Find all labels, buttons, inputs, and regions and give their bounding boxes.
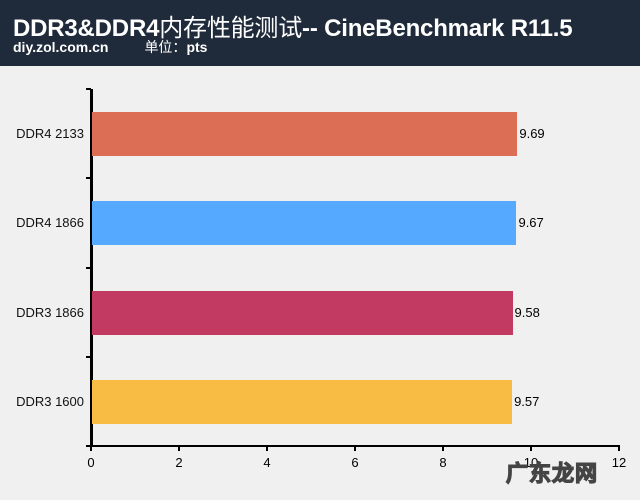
y-axis — [90, 89, 93, 447]
category-label: DDR4 1866 — [16, 215, 84, 231]
y-axis-tick — [86, 355, 91, 358]
chart-title: DDR3&DDR4内存性能测试-- CineBenchmark R11.5 — [13, 8, 573, 43]
x-axis-tick — [442, 445, 444, 451]
value-label: 9.67 — [518, 215, 544, 231]
watermark: 广东龙网 — [505, 460, 599, 486]
x-axis-tick-label: 10 — [523, 455, 539, 470]
title-prefix: DDR3&DDR4 — [13, 15, 160, 42]
x-axis-tick-label: 6 — [351, 455, 359, 470]
bar — [92, 201, 517, 246]
x-axis-tick-label: 4 — [263, 455, 271, 470]
x-axis-tick — [354, 445, 356, 451]
title-suffix: -- CineBenchmark R11.5 — [302, 15, 573, 42]
chart-header: DDR3&DDR4内存性能测试-- CineBenchmark R11.5 di… — [0, 0, 640, 66]
x-axis-tick — [618, 445, 620, 451]
x-axis-tick-label: 2 — [175, 455, 183, 470]
unit-label: 单位：pts — [144, 39, 207, 55]
unit-prefix: 单位： — [144, 39, 187, 55]
x-axis-tick — [90, 445, 92, 451]
y-axis-tick — [86, 177, 91, 180]
x-axis-tick-label: 8 — [439, 455, 447, 470]
x-axis-tick-label: 12 — [611, 455, 627, 470]
source-label: diy.zol.com.cn — [13, 39, 109, 55]
bar — [92, 379, 513, 424]
value-label: 9.57 — [514, 393, 540, 409]
title-cn: 内存性能测试 — [159, 15, 303, 42]
category-label: DDR3 1600 — [16, 393, 84, 409]
y-axis-tick — [86, 266, 91, 269]
x-axis-tick — [530, 445, 532, 451]
y-axis-tick — [86, 88, 91, 90]
unit-value: pts — [186, 39, 208, 55]
x-axis-tick — [178, 445, 180, 451]
value-label: 9.58 — [514, 304, 540, 320]
category-label: DDR4 2133 — [16, 126, 84, 141]
value-label: 9.69 — [519, 126, 545, 141]
x-axis-tick-label: 0 — [87, 455, 95, 470]
bar — [92, 112, 518, 156]
x-axis-tick — [266, 445, 268, 451]
category-label: DDR3 1866 — [16, 304, 84, 320]
y-axis-tick — [86, 445, 91, 447]
bar — [92, 290, 513, 335]
chart-subtitle: diy.zol.com.cn 单位：pts — [13, 37, 207, 57]
